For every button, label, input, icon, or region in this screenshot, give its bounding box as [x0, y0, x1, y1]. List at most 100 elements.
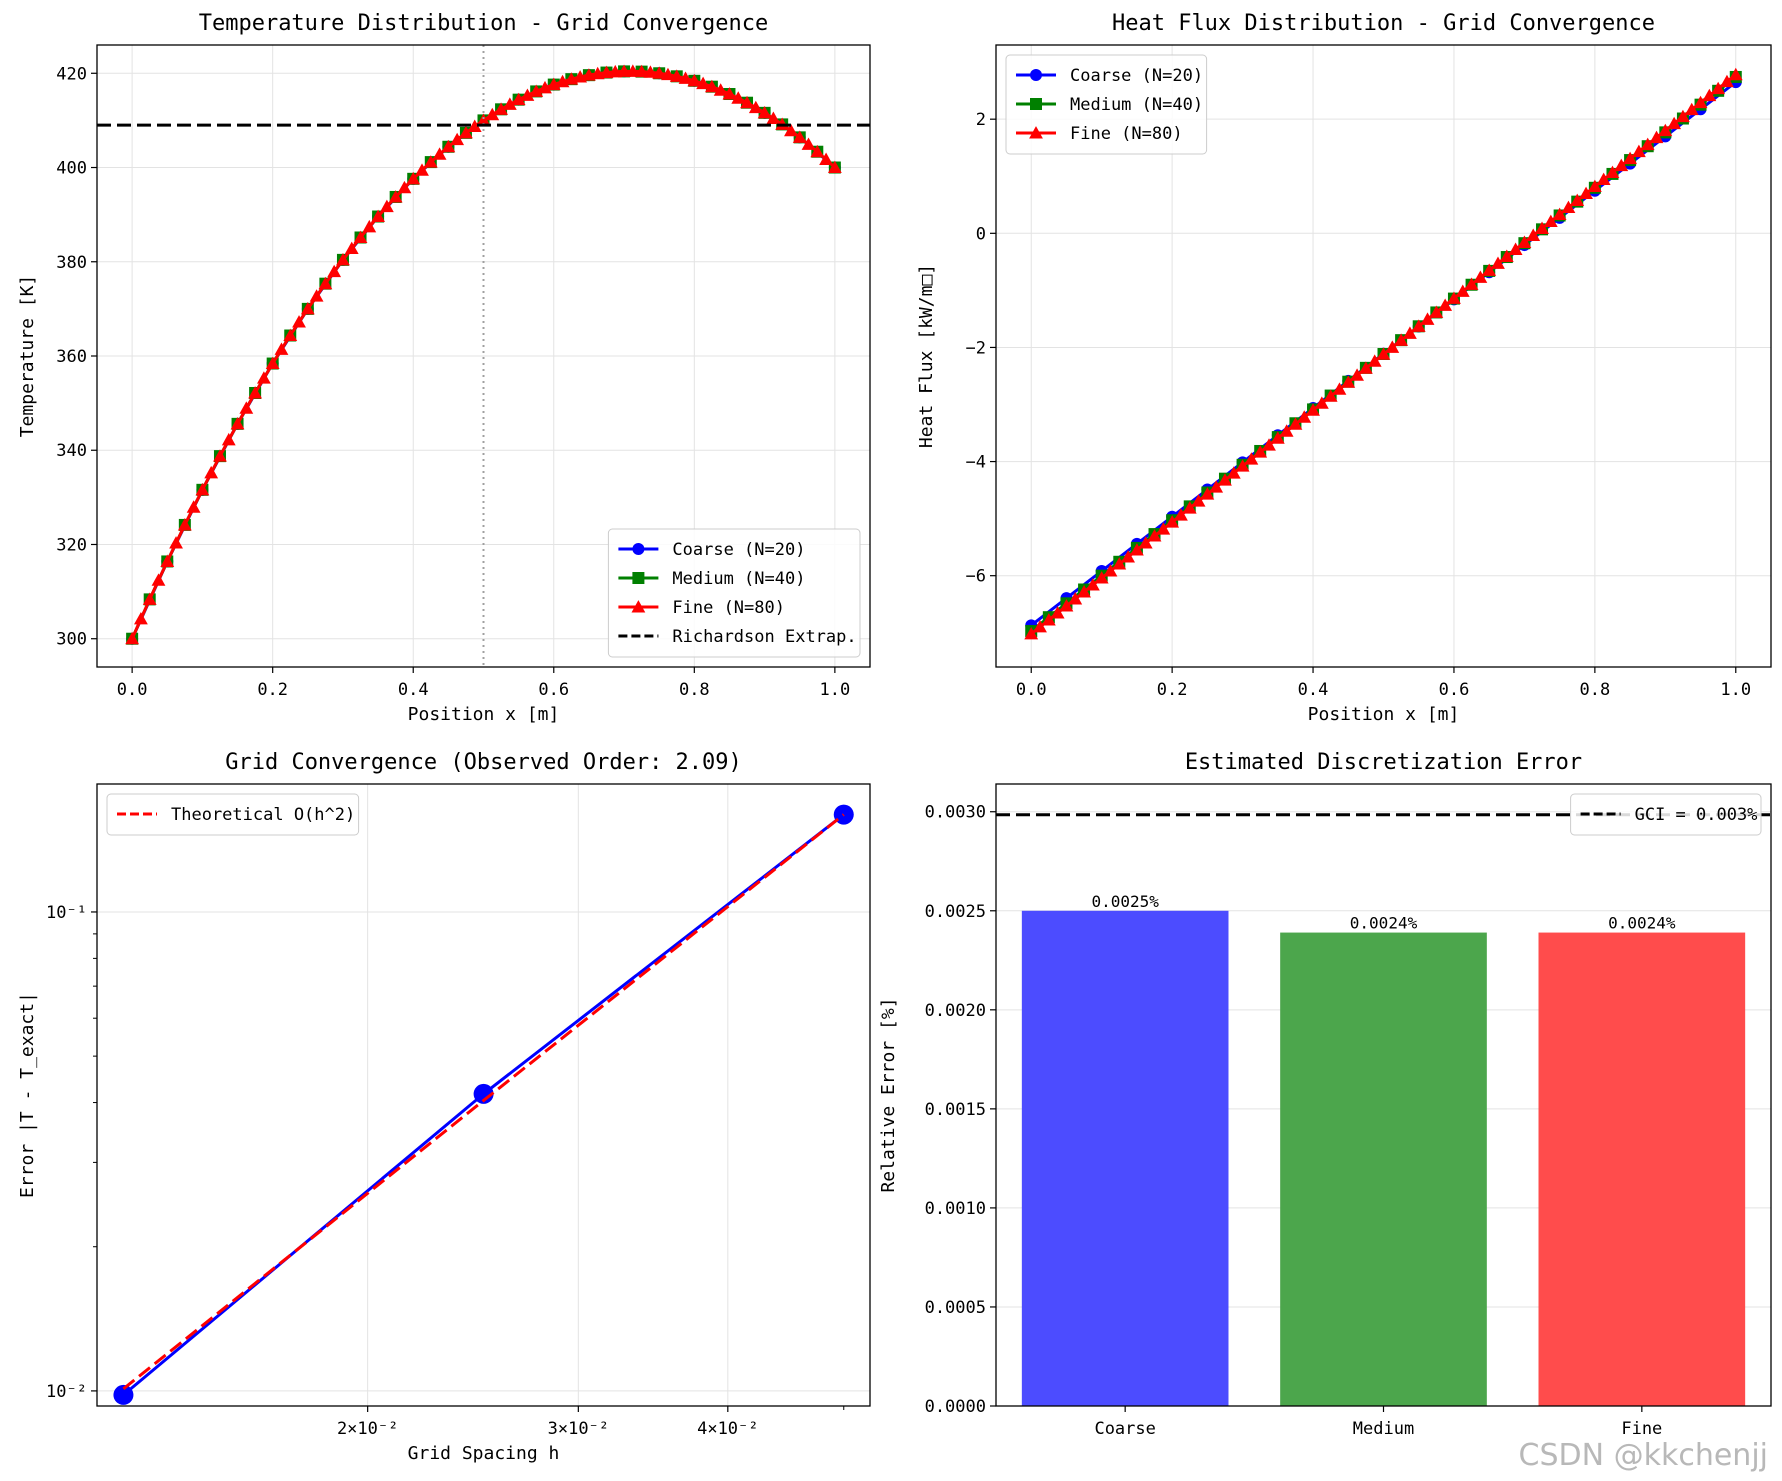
data-point — [125, 631, 140, 645]
data-point — [1429, 305, 1444, 318]
data-point — [292, 315, 306, 328]
data-point — [415, 163, 429, 176]
data-point — [1403, 326, 1417, 339]
y-axis-label: Heat Flux [kW/m□] — [916, 264, 937, 448]
data-point — [1376, 347, 1391, 360]
legend-label: Fine (N=80) — [672, 598, 785, 618]
data-point — [801, 137, 816, 150]
data-point — [1156, 522, 1171, 535]
legend-marker — [1029, 126, 1043, 139]
data-point — [1341, 375, 1356, 388]
data-point — [1138, 536, 1153, 549]
legend-label: Medium (N=40) — [672, 569, 805, 589]
y-tick-label: 340 — [56, 441, 87, 461]
data-point — [661, 67, 675, 81]
legend: Coarse (N=20) Medium (N=40) Fine (N=80) — [1005, 54, 1208, 155]
data-point — [494, 102, 508, 115]
x-tick-label: 0.4 — [398, 680, 429, 700]
data-point — [766, 111, 781, 124]
data-point — [423, 155, 438, 168]
data-point — [1649, 130, 1664, 144]
data-point — [713, 83, 728, 96]
data-point — [1684, 102, 1699, 116]
legend-label: GCI = 0.003% — [1635, 805, 1758, 825]
y-tick-label: 0.0030 — [925, 803, 986, 823]
data-point — [1587, 179, 1602, 193]
data-point — [827, 160, 842, 174]
data-point — [1473, 270, 1488, 283]
bar-value-label: 0.0024% — [1608, 914, 1676, 933]
x-tick-label: Coarse — [1094, 1419, 1155, 1439]
legend-marker — [632, 543, 645, 555]
legend-marker — [631, 600, 646, 613]
plot-area — [1024, 67, 1743, 640]
legend-marker — [1030, 98, 1042, 110]
data-point — [1218, 473, 1232, 486]
data-point — [318, 276, 333, 290]
data-point — [1130, 543, 1144, 556]
data-point — [1552, 207, 1567, 221]
data-point — [1077, 585, 1091, 598]
data-point — [502, 97, 517, 110]
bar-medium — [1280, 932, 1487, 1406]
data-point — [1041, 613, 1056, 626]
data-point — [1323, 389, 1338, 402]
data-point — [1253, 445, 1268, 458]
x-tick-label: 0.8 — [1580, 680, 1611, 700]
x-tick-label: 0.6 — [1439, 680, 1470, 700]
data-point — [239, 401, 254, 414]
data-point — [748, 100, 763, 114]
y-tick-label: 0.0005 — [925, 1298, 986, 1318]
series-line-1 — [122, 813, 845, 1391]
x-tick-label: Medium — [1353, 1419, 1414, 1439]
data-point — [371, 209, 385, 223]
x-tick-label: 0.6 — [538, 680, 569, 700]
data-point — [1350, 368, 1364, 381]
data-point — [704, 79, 719, 93]
chart-title: Temperature Distribution - Grid Converge… — [199, 11, 769, 36]
data-point — [617, 64, 631, 77]
plot-frame — [995, 44, 1772, 668]
data-point — [362, 219, 377, 233]
data-point — [1579, 186, 1593, 200]
data-point — [1508, 242, 1523, 255]
data-point — [1702, 88, 1717, 102]
data-point — [450, 132, 465, 146]
data-point — [327, 264, 342, 278]
data-point — [1711, 81, 1726, 95]
plot-area — [113, 804, 854, 1405]
data-point — [1068, 592, 1083, 605]
data-point — [1728, 67, 1743, 81]
data-point — [757, 105, 772, 119]
y-tick-label: 400 — [56, 159, 87, 179]
data-point — [669, 69, 684, 82]
data-point — [1438, 298, 1453, 311]
x-axis-label: Position x [m] — [408, 704, 560, 725]
data-point — [344, 241, 359, 255]
data-point — [1191, 494, 1206, 507]
data-point — [1499, 249, 1514, 262]
x-tick-label: 2×10⁻² — [337, 1419, 398, 1439]
y-tick-label: 0 — [976, 224, 986, 244]
data-point — [388, 190, 403, 203]
x-tick-label: 1.0 — [1720, 680, 1751, 700]
data-point — [792, 130, 807, 143]
y-tick-label: 420 — [56, 64, 87, 84]
y-axis-label: Temperature [K] — [17, 275, 38, 438]
data-point — [1279, 424, 1294, 437]
y-tick-label: 0.0020 — [925, 1001, 986, 1021]
data-point — [283, 328, 298, 342]
data-point — [379, 199, 394, 213]
data-point — [634, 64, 649, 78]
data-point — [300, 301, 315, 315]
y-axis-label: Error |T - T_exact| — [17, 992, 38, 1198]
data-point — [265, 356, 280, 370]
data-point — [1385, 340, 1400, 353]
data-point — [1605, 165, 1620, 179]
data-point — [678, 71, 693, 84]
data-point — [1411, 319, 1426, 332]
data-point — [459, 125, 473, 139]
data-point — [186, 500, 201, 513]
y-tick-label: −2 — [966, 338, 986, 358]
